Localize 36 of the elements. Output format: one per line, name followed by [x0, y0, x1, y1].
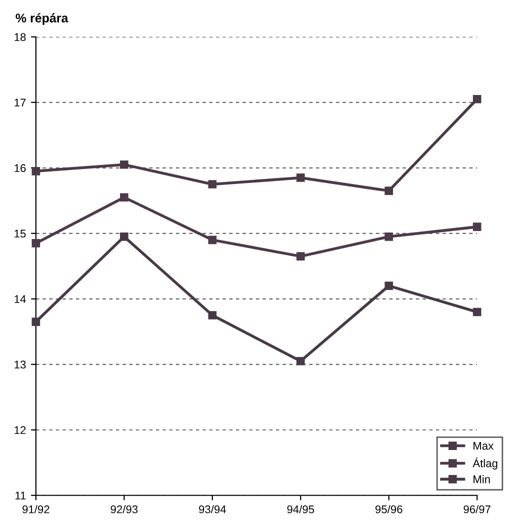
x-tick-label: 91/92: [22, 505, 50, 514]
y-tick-label: 14: [14, 295, 26, 303]
point: [208, 180, 217, 188]
x-tick-label: 92/93: [110, 505, 138, 514]
x-tick-label: 95/96: [375, 505, 402, 514]
y-tick-label: 18: [14, 33, 26, 42]
point: [120, 160, 128, 169]
y-tick-label: 12: [14, 426, 26, 434]
point: [472, 94, 482, 104]
legend-label: Átlag: [472, 458, 498, 470]
y-axis-title: % répára: [16, 13, 68, 25]
y-tick-label: 11: [15, 492, 26, 500]
point: [384, 232, 394, 241]
x-tick-label: 93/94: [199, 505, 226, 514]
y-tick-label: 13: [14, 360, 26, 369]
y-tick-label: 16: [14, 164, 26, 172]
point: [472, 222, 482, 232]
point: [32, 318, 40, 326]
x-tick-label: 94/95: [287, 505, 314, 514]
point: [472, 308, 482, 316]
point: [384, 186, 394, 195]
point: [208, 236, 217, 244]
point: [120, 232, 128, 241]
point: [296, 174, 305, 182]
point: [120, 193, 128, 202]
y-tick-label: 17: [14, 98, 26, 106]
point: [296, 356, 305, 366]
point: [32, 239, 40, 248]
point: [208, 311, 217, 320]
y-tick-label: 15: [14, 230, 26, 238]
legend-label: Max: [474, 442, 494, 450]
point: [296, 252, 305, 260]
legend-label: Min: [474, 475, 490, 484]
x-tick-label: 96/97: [464, 505, 490, 514]
point: [32, 166, 40, 176]
point: [384, 282, 394, 290]
